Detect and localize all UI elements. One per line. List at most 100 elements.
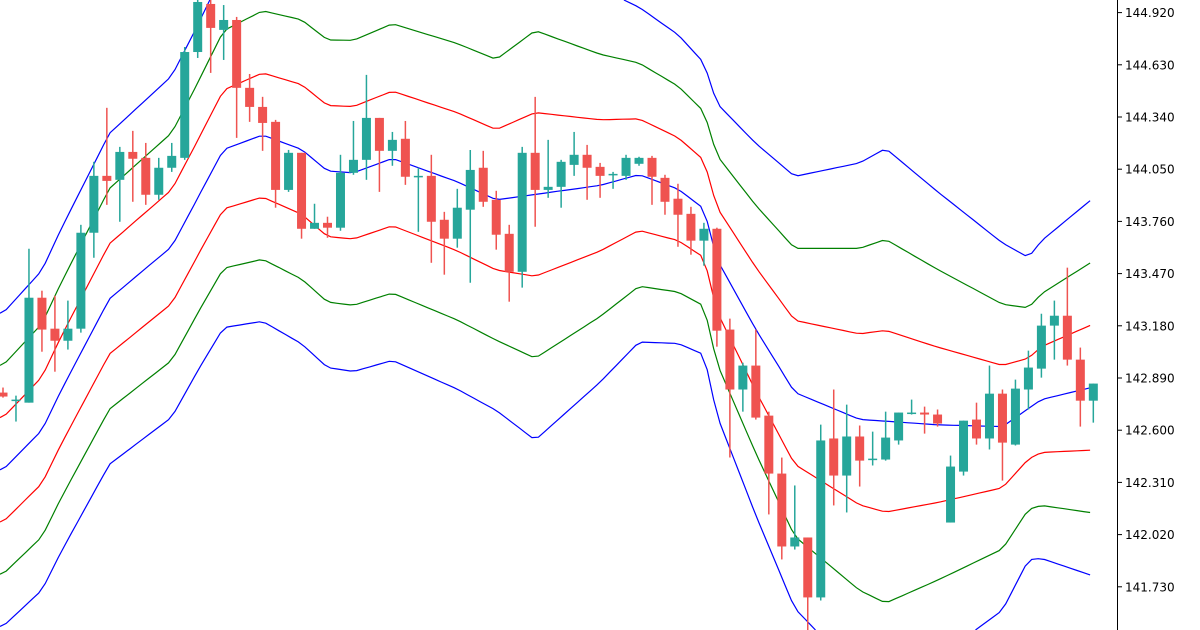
candle: [608, 171, 618, 189]
candle-body-bullish: [193, 1, 203, 53]
candle-body-bearish: [1062, 315, 1072, 360]
y-tick-label: 144.340: [1125, 111, 1175, 125]
candle: [89, 161, 99, 258]
middle-band: [0, 135, 1091, 471]
candle: [439, 211, 449, 275]
candle: [24, 248, 34, 403]
candle: [504, 224, 514, 302]
candle-body-bullish: [608, 173, 618, 176]
candle-body-bearish: [725, 329, 735, 390]
candle-body-bearish: [426, 175, 436, 222]
candle: [1088, 383, 1098, 423]
upper-band-1: [0, 73, 1091, 419]
y-tick-label: 142.890: [1125, 372, 1175, 386]
candle: [154, 157, 164, 200]
candle-body-bearish: [141, 157, 151, 195]
y-tick-label: 142.020: [1125, 528, 1175, 542]
lower-band-2: [0, 259, 1091, 603]
candle: [258, 96, 268, 151]
candle: [816, 424, 826, 601]
candle-body-bullish: [881, 437, 891, 460]
candle-body-bearish: [920, 412, 930, 415]
candle: [725, 318, 735, 458]
candle-body-bullish: [959, 420, 969, 472]
candle-body-bullish: [543, 186, 553, 190]
candle: [232, 16, 242, 138]
candle: [790, 485, 800, 550]
candle-body-bullish: [361, 117, 371, 160]
candle: [907, 399, 917, 415]
candle-body-bullish: [699, 228, 709, 241]
candle: [374, 117, 384, 192]
candle: [193, 0, 203, 58]
candle: [972, 402, 981, 445]
candle-body-bullish: [621, 157, 631, 176]
candle-body-bearish: [777, 473, 787, 547]
candle-body-bearish: [647, 157, 657, 177]
candle-body-bullish: [1023, 367, 1033, 390]
candle-body-bearish: [530, 152, 540, 190]
candle-body-bearish: [803, 537, 813, 598]
candle-body-bullish: [387, 139, 397, 151]
candle: [348, 120, 358, 175]
candle-body-bearish: [400, 138, 410, 177]
candle: [284, 149, 294, 192]
candle: [426, 154, 436, 263]
candle: [595, 162, 605, 198]
candle: [984, 365, 994, 450]
candle: [206, 0, 216, 73]
candle: [1036, 313, 1046, 378]
candle-body-bearish: [323, 222, 332, 228]
candle-body-bullish: [868, 458, 878, 461]
candle-body-bullish: [63, 328, 73, 341]
candle-body-bearish: [997, 393, 1007, 443]
candle: [141, 142, 151, 205]
candle: [647, 155, 657, 205]
candle-body-bullish: [569, 154, 579, 165]
candle: [323, 216, 332, 238]
candle: [712, 227, 722, 347]
candle-body-bearish: [491, 199, 501, 235]
candle-body-bullish: [154, 167, 164, 195]
candle: [387, 131, 397, 166]
candle-body-bullish: [180, 52, 190, 158]
candle-body-bearish: [0, 392, 8, 397]
candle-body-bullish: [1088, 383, 1098, 401]
candle-body-bullish: [115, 151, 125, 180]
candle: [530, 96, 540, 227]
candle-body-bullish: [310, 222, 320, 229]
candle-body-bullish: [219, 19, 229, 30]
candle: [1049, 300, 1059, 360]
candle-body-bearish: [1075, 359, 1085, 401]
candle: [297, 152, 307, 239]
candle: [128, 130, 138, 202]
candle-body-bearish: [972, 419, 981, 439]
upper-band-3: [0, 0, 1091, 314]
y-tick-label: 143.470: [1125, 267, 1175, 281]
candle-body-bullish: [738, 365, 748, 390]
candle: [1023, 350, 1033, 410]
y-tick-label: 144.630: [1125, 58, 1175, 72]
price-axis: 144.920 144.630 144.340 144.050 143.760 143.4…: [1117, 0, 1200, 630]
candle-body-bearish: [764, 415, 774, 474]
candle-body-bullish: [11, 399, 21, 402]
candle-body-bearish: [504, 233, 514, 272]
candle-body-bullish: [946, 466, 956, 523]
candle: [1010, 379, 1020, 446]
candle: [413, 167, 423, 232]
candle: [400, 120, 410, 185]
candle-body-bullish: [167, 155, 177, 168]
candle-body-bearish: [933, 414, 943, 424]
candle: [11, 395, 21, 422]
candle: [764, 411, 774, 515]
candle-body-bullish: [1036, 325, 1046, 369]
candle: [102, 107, 112, 205]
candle: [0, 387, 8, 398]
candle: [491, 190, 501, 250]
candle: [660, 174, 670, 215]
candle: [920, 406, 930, 434]
candle-body-bearish: [712, 228, 722, 331]
candle-body-bearish: [582, 154, 592, 168]
candle: [673, 183, 683, 247]
candle-body-bearish: [686, 213, 696, 241]
